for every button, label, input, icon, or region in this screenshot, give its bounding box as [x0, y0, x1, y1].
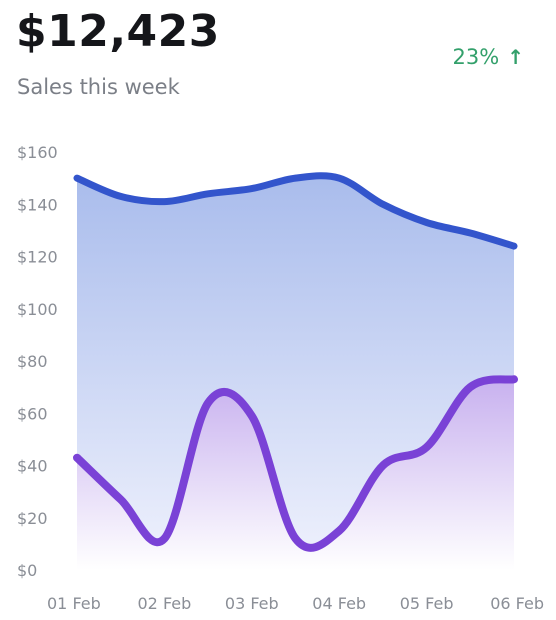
y-tick-label: $140: [17, 195, 58, 214]
y-tick-label: $20: [17, 509, 48, 528]
x-tick-label: 04 Feb: [312, 594, 366, 613]
x-tick-label: 02 Feb: [138, 594, 192, 613]
x-tick-label: 05 Feb: [400, 594, 454, 613]
y-tick-label: $80: [17, 352, 48, 371]
y-axis: $0 $20 $40 $60 $80 $100 $120 $140 $160: [17, 143, 58, 580]
y-tick-label: $160: [17, 143, 58, 162]
arrow-up-icon: ↑: [507, 45, 524, 69]
series-1-line: [73, 172, 518, 250]
y-tick-label: $60: [17, 404, 48, 423]
x-tick-label: 01 Feb: [47, 594, 101, 613]
y-tick-label: $100: [17, 300, 58, 319]
series-2-line: [73, 375, 518, 552]
series-layer: [73, 172, 518, 571]
y-tick-label: $0: [17, 561, 37, 580]
x-tick-label: 03 Feb: [225, 594, 279, 613]
x-tick-label: 06 Feb: [490, 594, 544, 613]
y-tick-label: $120: [17, 248, 58, 267]
change-value: 23%: [452, 45, 500, 69]
sales-total: $12,423: [16, 6, 220, 57]
y-tick-label: $40: [17, 457, 48, 476]
sales-subtitle: Sales this week: [17, 75, 180, 99]
x-axis: 01 Feb 02 Feb 03 Feb 04 Feb 05 Feb 06 Feb: [47, 594, 544, 613]
change-badge: 23% ↑: [453, 44, 524, 70]
series-2-area: [77, 379, 514, 570]
